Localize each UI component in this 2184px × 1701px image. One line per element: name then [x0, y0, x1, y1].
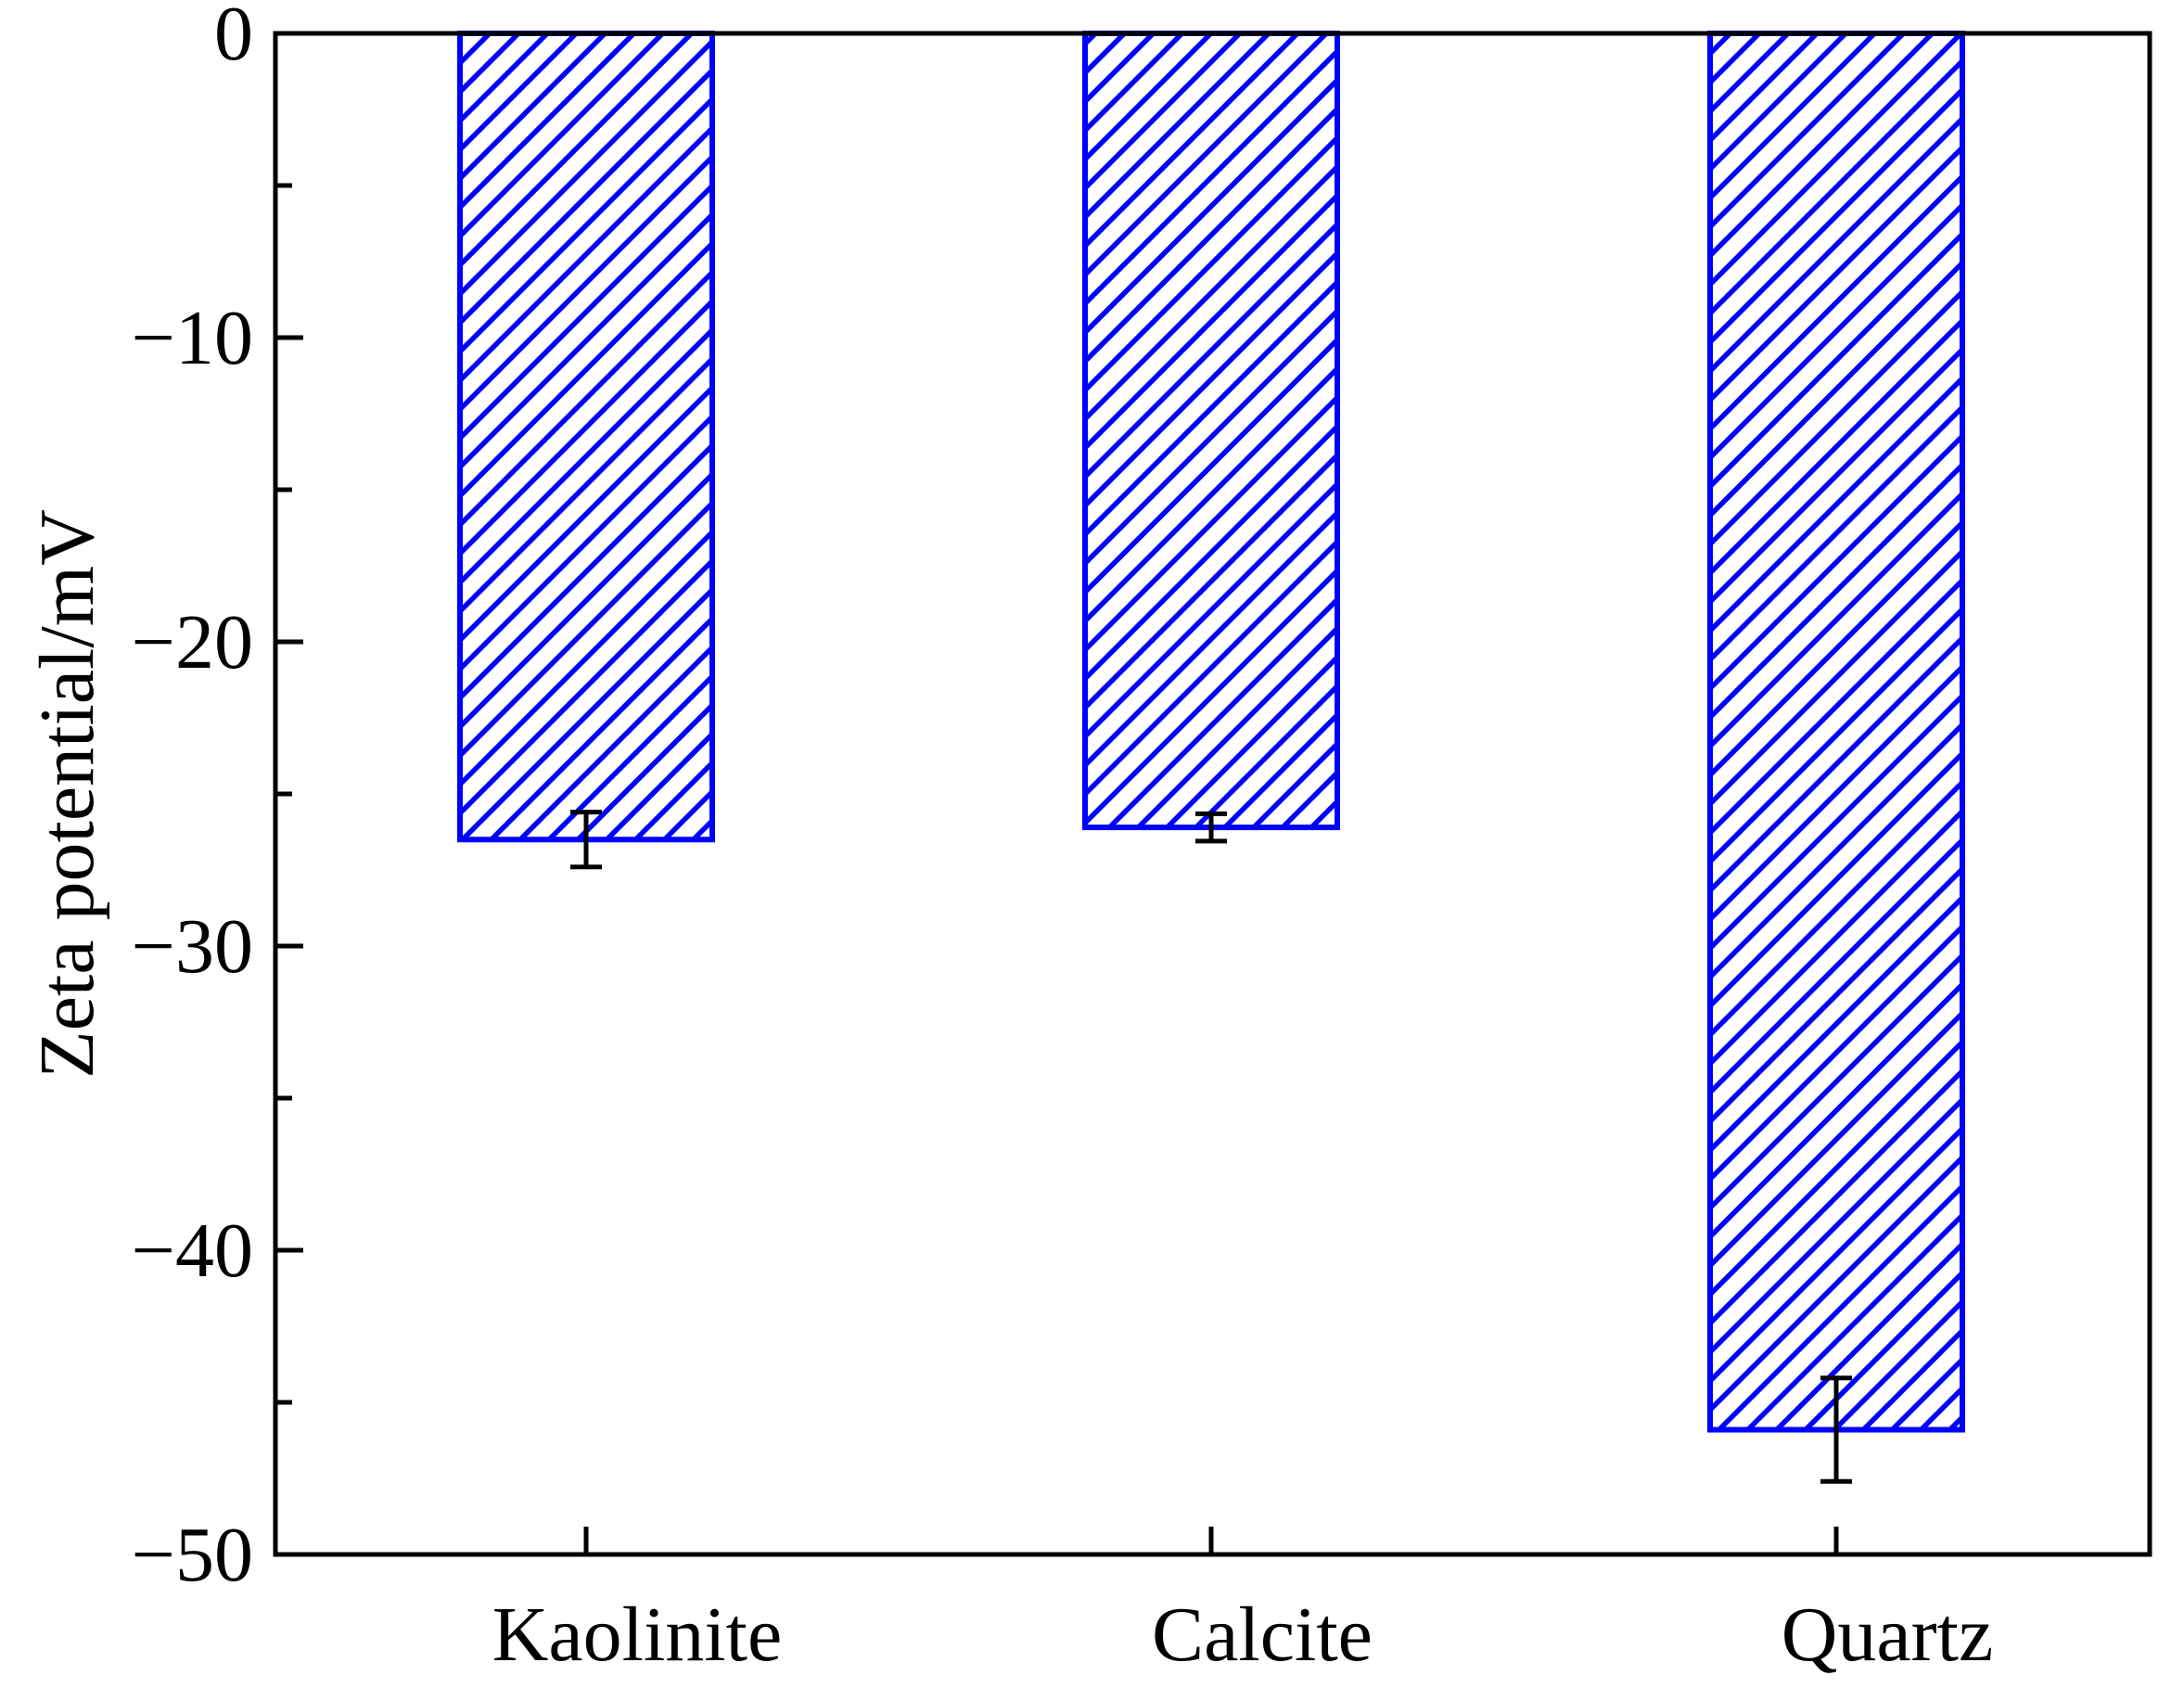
y-tick-label: 0 — [214, 0, 253, 77]
y-tick-label: −40 — [132, 1208, 253, 1294]
y-tick-label: −30 — [132, 903, 253, 990]
error-bar-quartz — [1820, 1375, 1852, 1484]
bar-quartz — [1707, 31, 1965, 1433]
y-tick-label: −50 — [132, 1512, 253, 1598]
x-axis: Kaolinite Calcite Quartz — [492, 1527, 1994, 1678]
y-axis: 0 −10 −20 −30 −40 −50 — [132, 0, 303, 1598]
y-tick-label: −20 — [132, 599, 253, 685]
x-tick-label-calcite: Calcite — [1152, 1592, 1373, 1678]
x-tick-label-quartz: Quartz — [1782, 1592, 1994, 1678]
bar-kaolinite — [457, 31, 715, 843]
x-tick-label-kaolinite: Kaolinite — [492, 1592, 783, 1678]
error-bar-kaolinite — [570, 810, 602, 870]
error-bar-calcite — [1195, 811, 1227, 844]
bar-calcite — [1082, 31, 1340, 831]
bars-layer — [457, 31, 1965, 1433]
error-bars-layer — [570, 810, 1852, 1484]
y-tick-label: −10 — [132, 295, 253, 381]
y-axis-label: Zeta potential/mV — [24, 509, 110, 1078]
